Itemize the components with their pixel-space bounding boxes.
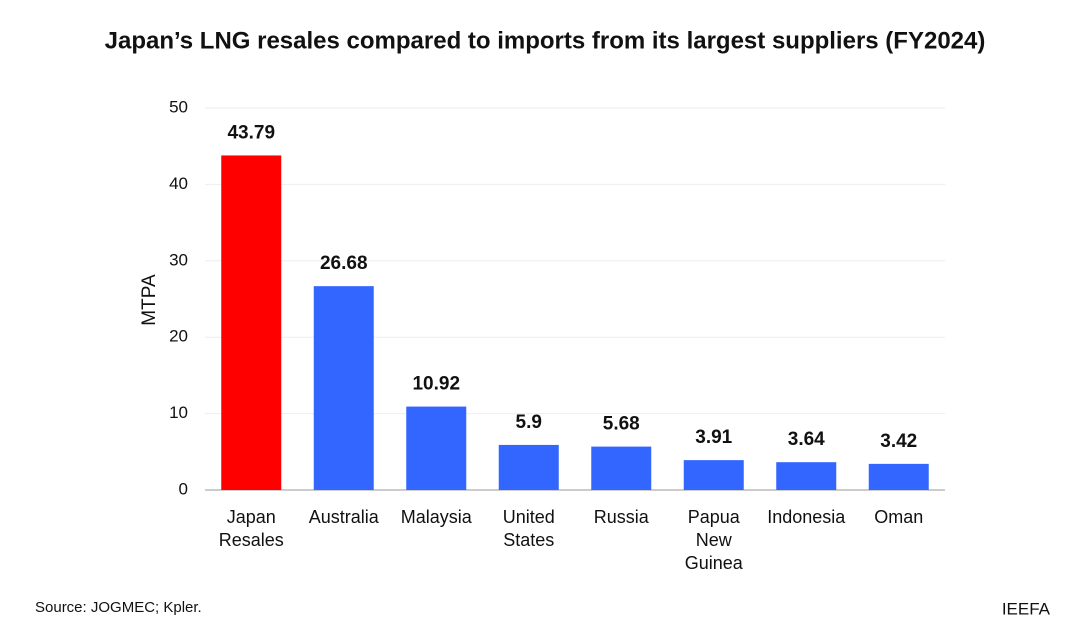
bar [406,406,467,490]
bar [313,286,374,490]
brand: IEEFA [1002,599,1051,618]
value-label: 10.92 [412,374,460,395]
bar [221,155,282,490]
value-label: 43.79 [227,122,275,143]
value-label: 5.9 [516,412,542,433]
x-tick-label: United States [503,507,555,550]
bar [498,444,559,490]
x-tick-label: Malaysia [401,507,473,527]
value-label: 5.68 [603,414,640,435]
x-tick-label: Japan Resales [219,507,284,550]
bar [591,446,652,490]
bar [776,462,837,490]
value-label: 26.68 [320,253,368,274]
x-tick-label: Russia [594,507,650,527]
value-label: 3.64 [788,429,825,450]
y-axis-label: MTPA [139,274,160,326]
x-tick-label: Oman [874,507,923,527]
x-tick-label: Papua New Guinea [685,507,744,573]
y-tick-label: 20 [169,327,188,346]
value-label: 3.42 [880,431,917,452]
x-tick-label: Indonesia [767,507,846,527]
source-note: Source: JOGMEC; Kpler. [35,599,202,616]
y-tick-label: 40 [169,174,188,193]
y-tick-label: 0 [179,479,188,498]
bar [683,460,744,490]
x-tick-label: Australia [309,507,380,527]
y-tick-label: 30 [169,250,188,269]
chart-title: Japan’s LNG resales compared to imports … [105,27,986,54]
y-tick-label: 10 [169,403,188,422]
value-label: 3.91 [695,427,732,448]
bar [868,463,929,490]
y-tick-label: 50 [169,97,188,116]
